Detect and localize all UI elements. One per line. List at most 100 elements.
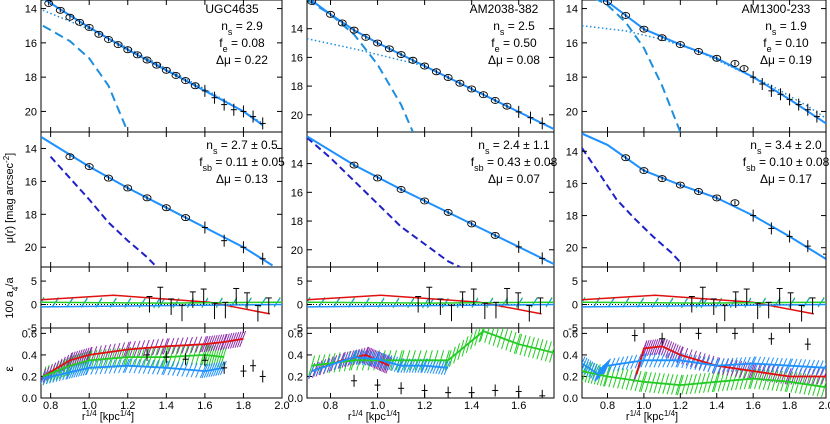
data-point [361,33,371,41]
label-f: fsb = 0.43 ± 0.08 [471,155,558,173]
green-a4-line [41,301,282,304]
y-tick-label: 18 [566,72,578,84]
blue-eps-line [311,356,449,372]
ylabel-mu: μ(r) [mag arcsec-2] [2,153,17,243]
data-point [621,154,631,162]
x-tick-label: 1.4 [709,400,724,412]
xlabel-2: r1/4 [kpc1/4] [348,409,400,424]
data-point [349,161,359,169]
bulge-component-line [42,24,129,132]
panel-a4 [41,286,282,322]
data-point [639,25,649,33]
y-tick-label: 16 [25,176,37,188]
x-tick-label: 1.2 [120,400,135,412]
panel-top [307,0,554,132]
ylabel-a4: 100 a4/a [4,277,20,319]
y-tick-label: 0.0 [288,393,303,405]
y-tick-label: 16 [566,38,578,50]
bulge-component-line [582,147,682,263]
panel-top [582,0,826,132]
data-point [455,79,465,87]
red-eps-line [635,345,826,378]
y-tick-label: 14 [291,159,303,171]
blue-a4-line [41,303,282,308]
panel-mid [307,135,554,267]
blue-hatch [582,356,586,365]
data-point [443,208,453,216]
label-n: ns = 2.7 ± 0.5 [206,138,278,156]
data-point [373,39,383,47]
label-delta-mu: Δμ = 0.13 [216,172,268,186]
green-eps-line [311,330,554,367]
x-tick-label: 1.6 [197,400,212,412]
data-point [396,51,406,58]
label-f: fe = 0.50 [491,36,537,54]
red-a4-line [41,294,271,315]
y-tick-label: 0.4 [22,350,37,362]
data-point [657,175,667,183]
data-point [694,47,703,55]
data-point [75,18,85,26]
xlabel-3: r1/4 [kpc1/4] [626,409,678,424]
data-point [384,45,394,53]
data-point [467,85,477,93]
data-point [730,59,740,67]
x-tick-label: 1.0 [370,400,385,412]
x-tick-label: 1.0 [82,400,97,412]
y-tick-label: 14 [25,143,37,155]
data-point [142,194,152,202]
data-point [307,0,317,5]
x-tick-label: 0.8 [43,400,58,412]
blue-eps-line [582,359,826,376]
green-eps-line [582,370,826,389]
x-tick-label: 1.4 [159,400,174,412]
red-eps-line [42,337,244,378]
data-point [396,185,406,193]
data-point [161,204,171,212]
label-delta-mu: Δμ = 0.19 [760,53,812,67]
y-tick-label: 14 [25,4,37,16]
panel-column-am2038-382: 0.8 1.0 1.2 1.4 1.6 14 16 18 20 ns = 2.5fe = 0.50… [288,0,558,412]
y-tick-label: 16 [566,178,578,190]
panel-eps [41,330,266,386]
data-point [190,82,200,90]
y-tick-label: 0 [31,300,37,312]
y-tick-label: 20 [566,106,578,118]
data-point [420,197,430,205]
y-tick-label: 16 [25,38,37,50]
panel-mid [582,132,826,263]
panel-top [42,0,266,132]
y-tick-label: 0.2 [22,371,37,383]
y-tick-label: 14 [566,4,578,16]
panel-a4 [307,286,554,322]
x-tick-label: 1.8 [236,400,251,412]
y-tick-label: 5 [31,276,37,288]
bulge-component-line [49,156,158,267]
y-tick-label: 20 [25,106,37,118]
y-tick-label: 20 [566,243,578,255]
data-point [181,77,191,85]
y-tick-label: 5 [297,276,303,288]
data-point [55,6,65,14]
y-tick-label: 18 [291,81,303,93]
data-point [639,167,649,175]
red-a4-line [582,294,814,315]
panel-eps [308,328,554,398]
y-tick-label: 20 [291,110,303,122]
label-n: ns = 1.9 [765,19,807,37]
green-a4-line [307,301,554,304]
data-point [94,30,104,38]
data-point [739,65,749,73]
y-tick-label: 18 [25,72,37,84]
data-point [132,51,142,59]
data-point [431,68,441,76]
data-point [694,188,703,195]
y-tick-label: 20 [25,242,37,254]
data-point [443,74,453,81]
label-n: ns = 2.4 ± 1.1 [478,138,550,156]
y-tick-label: 0.6 [288,328,303,340]
data-point [621,11,631,19]
data-point [104,174,113,182]
panel-column-am1300-233: 0.8 1.0 1.2 1.4 1.6 1.8 2.0 14 16 18 20 ns = 1.9fe … [563,0,830,412]
